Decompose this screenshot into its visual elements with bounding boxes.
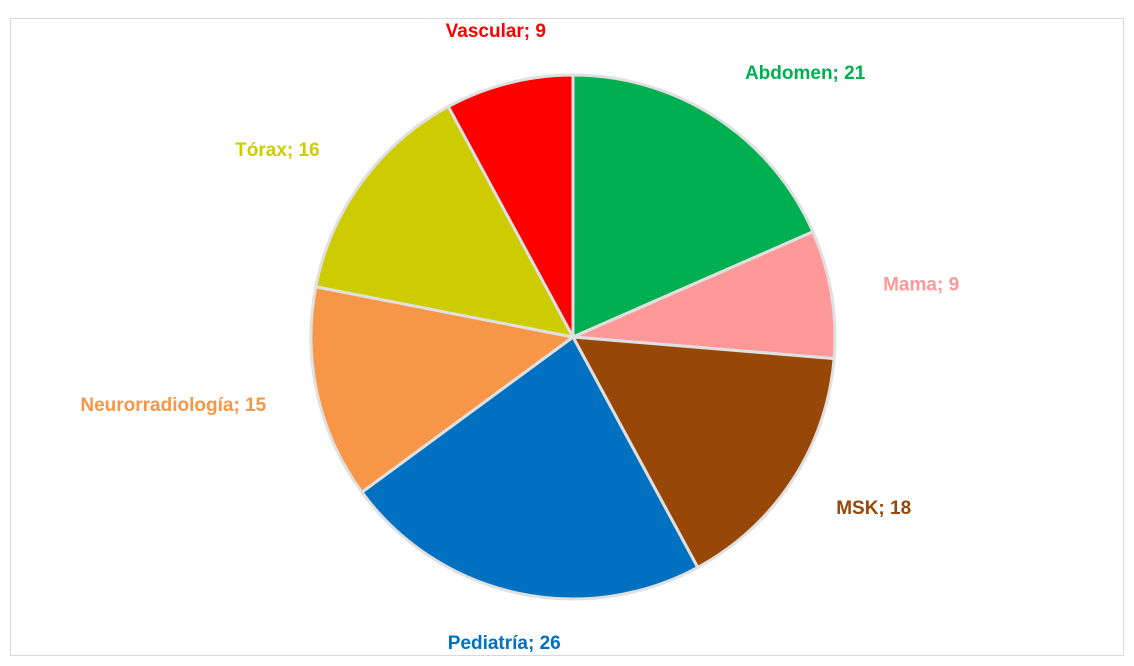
data-label: Vascular; 9 (446, 21, 546, 42)
data-label: Pediatría; 26 (448, 633, 561, 654)
data-label: Neurorradiología; 15 (80, 395, 266, 416)
pie-slice: Pediatría (359, 334, 700, 601)
pie-slice: Vascular (446, 73, 575, 338)
pie-slice: Mama (572, 229, 837, 361)
data-label: Abdomen; 21 (745, 63, 866, 84)
pie-slice: Neurorradiología (309, 285, 577, 495)
pie-slice: Tórax (314, 104, 576, 340)
pie-slice: Abdomen (571, 73, 815, 340)
data-label: Mama; 9 (883, 274, 959, 295)
data-label: MSK; 18 (836, 498, 911, 519)
pie-slice: MSK (570, 335, 836, 570)
data-label: Tórax; 16 (235, 140, 319, 161)
